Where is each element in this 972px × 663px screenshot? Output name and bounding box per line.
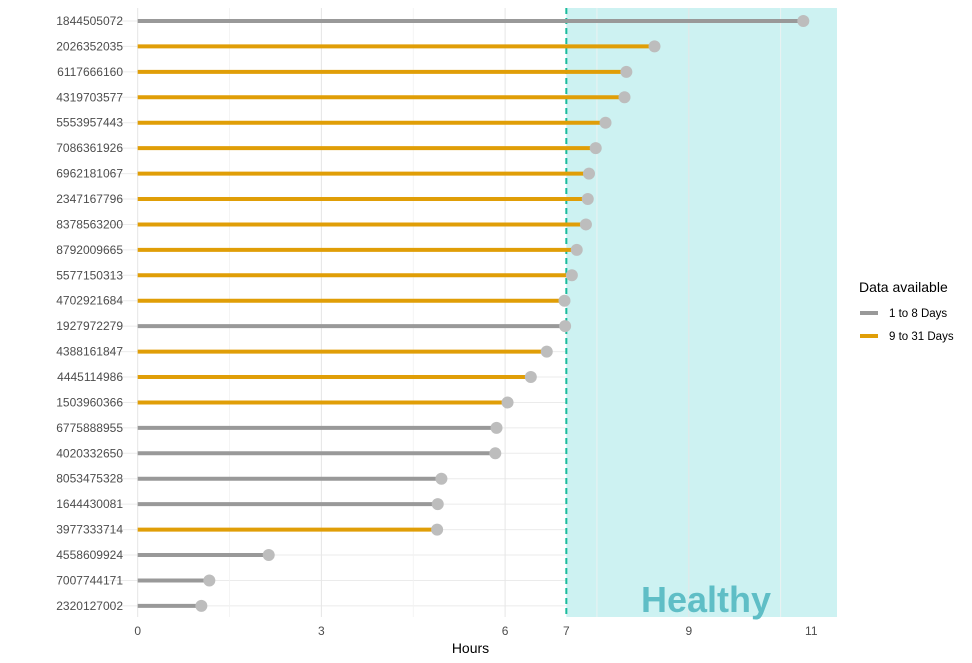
- y-tick-label: 3977333714: [56, 523, 123, 537]
- lollipop-point: [648, 40, 661, 53]
- y-tick-label: 5577150313: [56, 268, 123, 282]
- x-axis-title: Hours: [452, 640, 489, 656]
- y-tick-label: 1644430081: [56, 497, 123, 511]
- lollipop-marks: [137, 15, 810, 612]
- y-tick-label: 1503960366: [56, 395, 123, 409]
- lollipop-point: [565, 269, 578, 282]
- lollipop-point: [558, 294, 571, 307]
- lollipop-point: [262, 549, 275, 562]
- lollipop-point: [490, 421, 503, 434]
- lollipop-point: [599, 116, 612, 129]
- legend-title: Data available: [859, 279, 948, 295]
- y-tick-label: 1844505072: [56, 14, 123, 28]
- lollipop-point: [579, 218, 592, 231]
- y-tick-label: 6775888955: [56, 421, 123, 435]
- y-tick-label: 4445114986: [57, 370, 123, 384]
- x-tick-label: 7: [563, 624, 570, 638]
- x-tick-label: 11: [805, 624, 818, 638]
- lollipop-point: [589, 142, 602, 155]
- y-tick-label: 6962181067: [56, 167, 123, 181]
- lollipop-point: [203, 574, 216, 587]
- lollipop-point: [489, 447, 502, 460]
- x-tick-label: 0: [134, 624, 141, 638]
- lollipop-point: [559, 320, 572, 333]
- y-tick-label: 5553957443: [56, 116, 123, 130]
- y-tick-label: 7086361926: [56, 141, 123, 155]
- legend-label-9-to-31-days: 9 to 31 Days: [889, 331, 954, 343]
- lollipop-point: [195, 599, 208, 612]
- x-tick-label: 6: [502, 624, 509, 638]
- lollipop-point: [435, 472, 448, 485]
- y-tick-label: 8378563200: [56, 217, 123, 231]
- lollipop-point: [570, 243, 583, 256]
- lollipop-point: [540, 345, 553, 358]
- lollipop-point: [431, 523, 444, 536]
- y-tick-label: 4020332650: [56, 446, 123, 460]
- y-tick-label: 4558609924: [56, 548, 123, 562]
- y-tick-label: 8053475328: [56, 472, 123, 486]
- y-tick-label: 7007744171: [56, 573, 123, 587]
- lollipop-point: [618, 91, 631, 104]
- y-tick-labels: 1844505072 2026352035 6117666160 4319703577…: [56, 14, 123, 613]
- y-tick-label: 4388161847: [56, 345, 123, 359]
- legend-label-1-to-8-days: 1 to 8 Days: [889, 308, 947, 320]
- y-tick-label: 4702921684: [56, 294, 123, 308]
- x-tick-label: 9: [685, 624, 692, 638]
- healthy-region: [566, 8, 837, 617]
- lollipop-point: [620, 65, 633, 78]
- lollipop-point: [524, 371, 537, 384]
- x-tick-label: 3: [318, 624, 325, 638]
- lollipop-point: [797, 15, 810, 27]
- legend: Data available 1 to 8 Days 9 to 31 Days: [859, 279, 954, 343]
- vertical-grid-lines: [137, 8, 782, 617]
- healthy-label: Healthy: [641, 579, 771, 620]
- y-tick-label: 2347167796: [56, 192, 123, 206]
- lollipop-point: [581, 193, 594, 206]
- lollipop-point: [501, 396, 514, 409]
- y-tick-label: 4319703577: [56, 90, 123, 104]
- y-tick-label: 2320127002: [56, 599, 123, 613]
- lollipop-point: [431, 498, 444, 511]
- lollipop-point: [582, 167, 595, 180]
- y-tick-label: 1927972279: [56, 319, 123, 333]
- y-tick-label: 8792009665: [56, 243, 123, 257]
- y-tick-label: 6117666160: [57, 65, 123, 79]
- y-tick-label: 2026352035: [56, 39, 123, 53]
- x-tick-labels: 0 3 6 7 9 11: [134, 624, 817, 638]
